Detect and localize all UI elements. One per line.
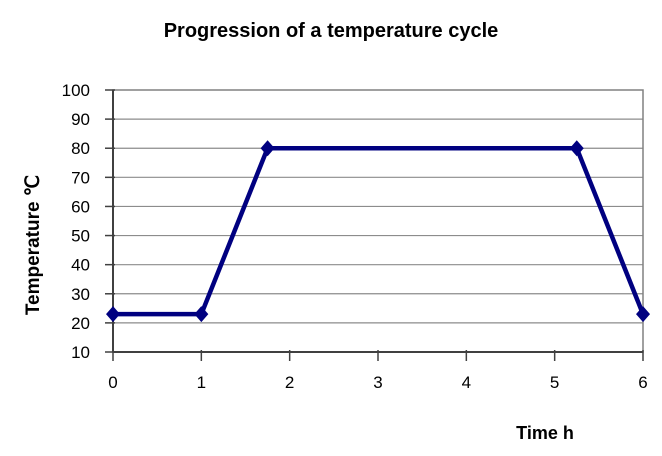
x-tick-label: 4 xyxy=(462,373,471,392)
data-point-marker xyxy=(194,306,209,323)
temperature-series-line xyxy=(113,145,646,317)
x-tick-label: 6 xyxy=(638,373,647,392)
y-tick-label: 100 xyxy=(62,81,90,100)
y-tick-label: 60 xyxy=(71,197,90,216)
y-tick-label: 10 xyxy=(71,343,90,362)
x-tick-label: 2 xyxy=(285,373,294,392)
x-tick-label: 3 xyxy=(373,373,382,392)
y-tick-label: 90 xyxy=(71,110,90,129)
data-point-marker xyxy=(569,140,584,157)
data-point-marker xyxy=(260,140,275,157)
data-point-marker xyxy=(636,306,650,323)
y-tick-label: 80 xyxy=(71,139,90,158)
y-tick-label: 70 xyxy=(71,168,90,187)
data-point-marker xyxy=(106,306,120,323)
x-tick-label: 5 xyxy=(550,373,559,392)
x-tick-label: 1 xyxy=(197,373,206,392)
x-tick-label: 0 xyxy=(108,373,117,392)
y-tick-label: 40 xyxy=(71,256,90,275)
x-axis-title: Time h xyxy=(516,423,574,443)
y-tick-label: 20 xyxy=(71,314,90,333)
chart-title: Progression of a temperature cycle xyxy=(163,20,499,42)
y-tick-label: 30 xyxy=(71,285,90,304)
y-tick-label: 50 xyxy=(71,227,90,246)
